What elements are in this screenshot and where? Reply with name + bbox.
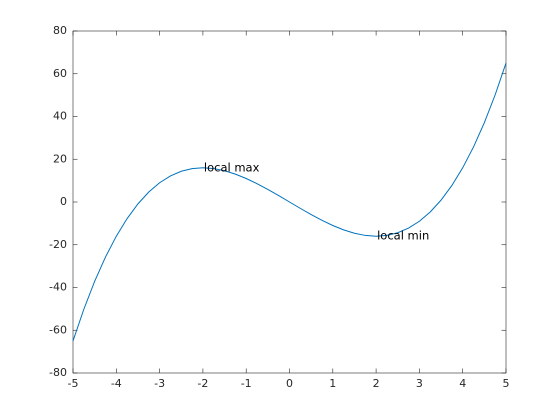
x-tick-label: -4 — [111, 377, 122, 390]
x-tick-label: 2 — [373, 377, 380, 390]
y-tick-label: 20 — [53, 152, 67, 165]
x-tick-label: 3 — [416, 377, 423, 390]
x-tick-label: -1 — [241, 377, 252, 390]
y-tick-label: -20 — [49, 238, 67, 251]
x-tick-label: 0 — [286, 377, 293, 390]
x-tick-label: -2 — [197, 377, 208, 390]
y-tick-label: -60 — [49, 323, 67, 336]
y-tick-label: -40 — [49, 281, 67, 294]
x-tick-label: -3 — [154, 377, 165, 390]
x-tick-label: -5 — [68, 377, 79, 390]
annotation: local min — [377, 229, 429, 243]
y-tick-label: 40 — [53, 110, 67, 123]
x-tick-label: 5 — [503, 377, 510, 390]
x-tick-label: 1 — [329, 377, 336, 390]
x-tick-label: 4 — [459, 377, 466, 390]
y-tick-label: -80 — [49, 366, 67, 379]
y-tick-label: 80 — [53, 24, 67, 37]
y-tick-label: 60 — [53, 67, 67, 80]
y-tick-label: 0 — [60, 195, 67, 208]
annotation: local max — [204, 160, 260, 174]
data-line — [72, 62, 507, 342]
